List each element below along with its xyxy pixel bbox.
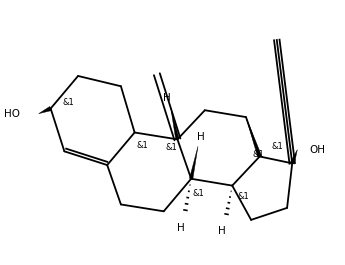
Text: H: H	[177, 223, 185, 233]
Text: &1: &1	[193, 189, 205, 198]
Polygon shape	[170, 107, 179, 140]
Text: &1: &1	[166, 143, 177, 152]
Text: &1: &1	[136, 141, 148, 150]
Text: H: H	[163, 93, 171, 103]
Text: H: H	[218, 226, 226, 236]
Text: H: H	[197, 132, 204, 142]
Text: &1: &1	[237, 192, 249, 201]
Text: &1: &1	[63, 98, 75, 107]
Text: HO: HO	[4, 109, 20, 119]
Text: &1: &1	[272, 142, 283, 151]
Text: &1: &1	[253, 150, 265, 159]
Polygon shape	[39, 107, 51, 114]
Polygon shape	[189, 146, 198, 179]
Polygon shape	[246, 117, 262, 157]
Text: OH: OH	[309, 145, 325, 155]
Polygon shape	[290, 150, 297, 164]
